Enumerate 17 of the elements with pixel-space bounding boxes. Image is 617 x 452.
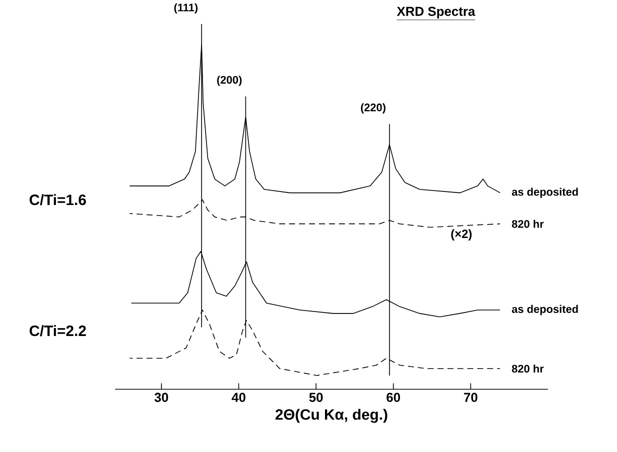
annotation: (×2): [451, 229, 472, 240]
x-tick-label: 40: [232, 392, 246, 402]
text: C/Ti=2.2: [30, 324, 86, 336]
series-label: 820 hr: [512, 364, 544, 372]
series-label: as deposited: [512, 304, 578, 315]
chart-title: XRD Spectra: [396, 6, 476, 18]
x-tick-label: 50: [309, 392, 323, 402]
x-axis-title: 2Θ(Cu Kα, deg.): [276, 408, 388, 423]
x-tick-label: 70: [464, 392, 478, 402]
text: C/Ti=1.6: [30, 194, 86, 206]
series-label: as deposited: [512, 188, 578, 198]
annotation: (111): [174, 3, 198, 14]
x-tick-label: 60: [386, 392, 400, 402]
x-tick-label: 30: [154, 392, 168, 402]
annotation: (200): [217, 76, 242, 86]
annotation: (220): [360, 103, 386, 114]
series-label: 820 hr: [512, 220, 544, 228]
